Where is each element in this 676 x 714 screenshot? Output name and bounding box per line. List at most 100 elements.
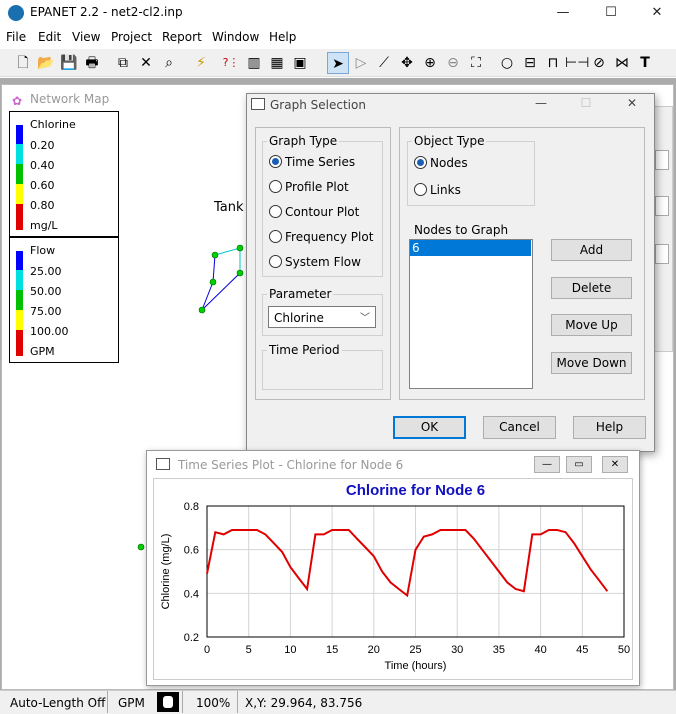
save-icon[interactable]: 💾 xyxy=(60,55,78,71)
time-series-label[interactable]: Time Series xyxy=(285,155,356,169)
tank-icon[interactable]: ⊓ xyxy=(547,55,559,71)
browser-combo-edge[interactable] xyxy=(655,196,669,216)
title-bar xyxy=(0,0,676,26)
legend-swatch xyxy=(16,290,23,310)
menu-help[interactable]: Help xyxy=(269,30,297,44)
flow-legend[interactable] xyxy=(9,237,119,363)
legend-value: 0.20 xyxy=(30,139,55,152)
table-icon[interactable]: ▦ xyxy=(270,55,284,71)
frequency-plot-radio[interactable] xyxy=(269,230,282,243)
delete-button[interactable]: Delete xyxy=(551,277,632,299)
x-tick-label: 25 xyxy=(409,644,421,656)
graph-icon[interactable]: ▥ xyxy=(247,55,261,71)
pump-icon[interactable]: ⊘ xyxy=(593,55,605,71)
run-status-icon-glyph xyxy=(163,696,173,708)
maximize-button[interactable]: ☐ xyxy=(605,5,617,20)
chlorine-time-series-chart[interactable]: Chlorine for Node 6 0 5 10 15 20 25 30 35 40 45 50 0… xyxy=(154,479,632,679)
nodes-list-item[interactable]: 6 xyxy=(410,240,531,256)
cancel-button[interactable]: Cancel xyxy=(483,416,556,439)
network-node[interactable] xyxy=(136,542,146,552)
menu-report[interactable]: Report xyxy=(162,30,202,44)
legend-value: 100.00 xyxy=(30,325,69,338)
pan-icon[interactable]: ✥ xyxy=(401,55,413,71)
junction-icon[interactable]: ○ xyxy=(500,55,514,71)
zoom-status: 100% xyxy=(196,696,231,710)
status-separator xyxy=(107,691,108,713)
legend-value: 25.00 xyxy=(30,265,62,278)
nodes-label[interactable]: Nodes xyxy=(430,156,468,170)
find-icon[interactable]: ⌕ xyxy=(165,55,173,71)
copy-icon[interactable]: ⧉ xyxy=(118,55,128,71)
links-label[interactable]: Links xyxy=(430,183,461,197)
chevron-down-icon[interactable]: ﹀ xyxy=(360,313,370,324)
network-map-icon: ✿ xyxy=(12,94,23,108)
menu-window[interactable]: Window xyxy=(212,30,260,44)
minimize-button[interactable]: — xyxy=(556,5,570,20)
nodes-radio[interactable] xyxy=(414,156,427,169)
options-icon[interactable]: ▣ xyxy=(293,55,307,71)
query-icon[interactable]: ?⋮ xyxy=(222,56,240,69)
dialog-close-button[interactable]: ✕ xyxy=(626,96,638,110)
open-icon[interactable]: 📂 xyxy=(37,55,55,71)
menu-file[interactable]: File xyxy=(6,30,27,44)
move-up-button[interactable]: Move Up xyxy=(551,314,632,336)
parameter-select[interactable] xyxy=(268,306,376,328)
valve-icon[interactable]: ⋈ xyxy=(615,55,629,71)
select-object-icon[interactable]: ➤ xyxy=(327,52,349,74)
menu-view[interactable]: View xyxy=(72,30,101,44)
full-extent-icon[interactable]: ⛶ xyxy=(471,55,481,71)
time-period-label: Time Period xyxy=(267,343,342,357)
ts-minimize-button[interactable]: — xyxy=(534,456,560,473)
frequency-plot-label[interactable]: Frequency Plot xyxy=(285,230,374,244)
links-radio[interactable] xyxy=(414,183,427,196)
contour-plot-radio[interactable] xyxy=(269,205,282,218)
time-series-radio[interactable] xyxy=(269,155,282,168)
network-fragment[interactable] xyxy=(195,240,250,320)
y-tick-label: 0.2 xyxy=(184,632,199,644)
menu-project[interactable]: Project xyxy=(111,30,153,44)
ts-close-button[interactable]: ✕ xyxy=(602,456,628,473)
browser-combo-edge[interactable] xyxy=(655,244,669,264)
auto-length-status[interactable]: Auto-Length Off xyxy=(10,696,106,710)
zoom-out-icon[interactable]: ⊖ xyxy=(447,55,459,71)
x-tick-label: 45 xyxy=(576,644,588,656)
label-tool-icon[interactable]: T xyxy=(640,55,650,71)
close-button[interactable]: ✕ xyxy=(651,5,663,20)
dialog-minimize-button[interactable]: — xyxy=(535,96,547,110)
add-button[interactable]: Add xyxy=(551,239,632,261)
chlorine-legend[interactable] xyxy=(9,111,119,237)
ts-chart-area[interactable] xyxy=(153,478,633,680)
system-flow-radio[interactable] xyxy=(269,255,282,268)
legend-swatch xyxy=(16,270,23,290)
legend-swatch xyxy=(16,204,23,230)
right-panel xyxy=(399,127,645,400)
pipe-icon[interactable]: ⊢⊣ xyxy=(565,55,590,71)
ts-restore-button[interactable]: ▭ xyxy=(566,456,592,473)
parameter-label: Parameter xyxy=(267,287,334,301)
x-tick-label: 10 xyxy=(284,644,296,656)
help-button[interactable]: Help xyxy=(573,416,646,439)
system-flow-label[interactable]: System Flow xyxy=(285,255,361,269)
new-icon[interactable]: 🗋 xyxy=(17,55,29,71)
profile-plot-radio[interactable] xyxy=(269,180,282,193)
print-icon[interactable]: 🖶 xyxy=(85,55,99,71)
y-tick-label: 0.8 xyxy=(184,501,199,513)
legend-units: GPM xyxy=(30,345,55,358)
move-down-button[interactable]: Move Down xyxy=(551,352,632,374)
browser-combo-edge[interactable] xyxy=(655,150,669,170)
run-icon[interactable]: ⚡ xyxy=(196,55,206,71)
profile-plot-label[interactable]: Profile Plot xyxy=(285,180,349,194)
select-vertex-icon[interactable]: ▷ xyxy=(355,55,367,71)
contour-plot-label[interactable]: Contour Plot xyxy=(285,205,360,219)
nodes-list[interactable] xyxy=(409,239,533,389)
flow-legend-title: Flow xyxy=(30,244,56,257)
x-tick-label: 0 xyxy=(204,644,210,656)
legend-swatch xyxy=(16,125,23,144)
zoom-in-icon[interactable]: ⊕ xyxy=(424,55,436,71)
ok-button[interactable]: OK xyxy=(393,416,466,439)
delete-icon[interactable]: ✕ xyxy=(140,55,152,71)
app-title: EPANET 2.2 - net2-cl2.inp xyxy=(30,5,183,19)
select-region-icon[interactable]: ⟋ xyxy=(379,55,389,71)
menu-edit[interactable]: Edit xyxy=(38,30,62,44)
reservoir-icon[interactable]: ⊟ xyxy=(524,55,536,71)
